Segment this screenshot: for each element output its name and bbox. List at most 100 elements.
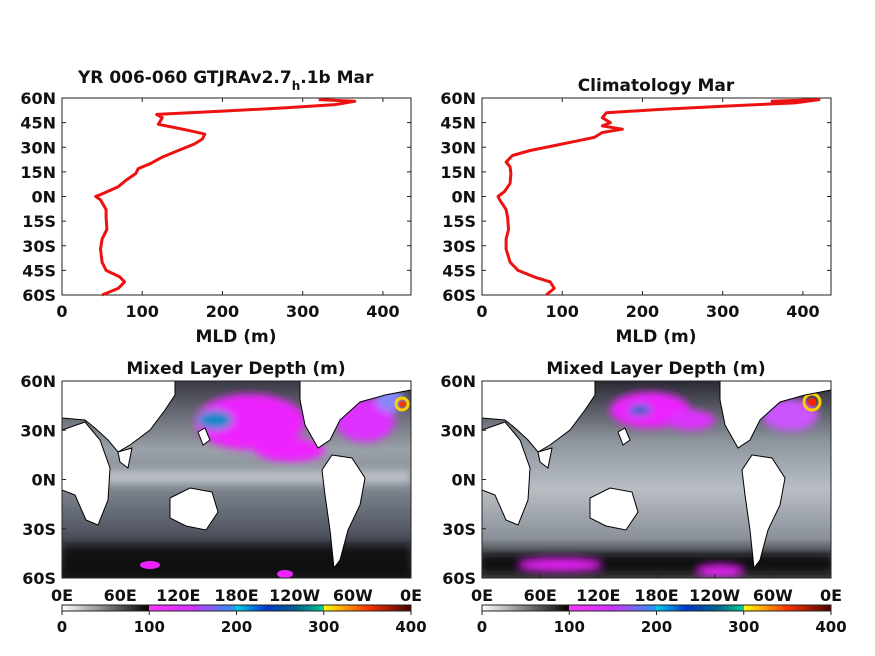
x-axis-label: MLD (m): [615, 327, 696, 347]
x-tick-label: 300: [706, 302, 739, 321]
y-tick-label: 30S: [442, 237, 476, 256]
colorbar-segment-hot: [324, 605, 411, 611]
y-tick-label: 0N: [31, 471, 56, 490]
x-tick-label: 180E: [634, 586, 678, 605]
profile-title-left: YR 006-060 GTJRAv2.7h.1b Mar: [77, 68, 374, 93]
y-tick-label: 30S: [22, 237, 56, 256]
y-tick-label: 30N: [20, 421, 56, 440]
south-america: [741, 454, 786, 570]
colorbar-tick-label: 200: [641, 618, 672, 636]
x-tick-label: 0E: [51, 586, 73, 605]
y-tick-label: 30N: [440, 421, 476, 440]
japan: [617, 427, 631, 446]
x-tick-label: 0: [56, 302, 67, 321]
x-tick-label: 60E: [524, 586, 557, 605]
eurasia: [62, 381, 176, 453]
colorbar-left: 0 100 200 300 400: [57, 604, 427, 636]
x-axis-label: MLD (m): [195, 327, 276, 347]
india: [537, 447, 553, 469]
x-tick-label: 400: [366, 302, 399, 321]
y-tick-label: 0N: [451, 188, 476, 207]
australia: [169, 487, 219, 531]
y-tick-label: 15N: [20, 163, 56, 182]
colorbar-tick-label: 300: [308, 618, 339, 636]
y-tick-label: 0N: [451, 471, 476, 490]
profile-title-right: Climatology Mar: [578, 76, 735, 96]
y-tick-label: 60N: [440, 89, 476, 108]
colorbar-tick-label: 400: [815, 618, 846, 636]
y-tick-label: 60S: [22, 569, 56, 588]
x-tick-labels: 0 100 200 300 400: [476, 98, 820, 321]
profile-panel-right: Climatology Mar 60N45N30N15N0N15S30S45S6…: [440, 76, 832, 347]
y-tick-label: 15S: [442, 212, 476, 231]
colorbar-segment-hot: [744, 605, 831, 611]
x-tick-label: 100: [546, 302, 579, 321]
y-tick-label: 45N: [20, 114, 56, 133]
map-title-right: Mixed Layer Depth (m): [546, 359, 765, 379]
mld-profile-line: [94, 98, 357, 297]
x-tick-label: 60E: [104, 586, 137, 605]
y-tick-label: 60S: [442, 569, 476, 588]
profile-axes-left: [61, 97, 412, 296]
colorbar-tick-label: 300: [728, 618, 759, 636]
x-tick-label: 0E: [820, 586, 842, 605]
x-tick-label: 300: [286, 302, 319, 321]
x-tick-label: 400: [786, 302, 819, 321]
profile-axes-right: [481, 97, 832, 296]
y-tick-labels: 60N 45N 30N 15N 0N 15S 30S 45S 60S: [20, 89, 411, 305]
y-tick-label: 45S: [22, 261, 56, 280]
y-tick-label: 60N: [20, 372, 56, 391]
y-tick-label: 30N: [20, 138, 56, 157]
land-mask: [482, 381, 831, 570]
land-mask: [62, 381, 411, 570]
map-title-left: Mixed Layer Depth (m): [126, 359, 345, 379]
x-tick-label: 200: [206, 302, 239, 321]
y-tick-label: 45N: [440, 114, 476, 133]
south-america: [321, 454, 366, 570]
y-tick-label: 45S: [442, 261, 476, 280]
y-tick-label: 60S: [22, 286, 56, 305]
x-tick-label: 200: [626, 302, 659, 321]
x-tick-label: 120W: [689, 586, 740, 605]
africa: [482, 421, 531, 526]
mld-profile-line: [496, 98, 821, 297]
y-tick-labels: 60N 30N 0N 30S 60S: [440, 372, 486, 588]
y-tick-labels: 60N 30N 0N 30S 60S: [20, 372, 66, 588]
y-tick-label: 30N: [440, 138, 476, 157]
y-tick-label: 0N: [31, 188, 56, 207]
map-panel-left: Mixed Layer Depth (m): [20, 359, 426, 636]
north-america: [719, 381, 831, 449]
colorbar-segment-magenta: [149, 605, 236, 611]
x-tick-label: 120E: [576, 586, 620, 605]
australia: [589, 487, 639, 531]
y-tick-label: 60S: [442, 286, 476, 305]
colorbar-segment-blue: [656, 605, 744, 611]
x-tick-label: 120E: [156, 586, 200, 605]
colorbar-right: 0 100 200 300 400: [477, 604, 847, 636]
x-tick-label: 0E: [471, 586, 493, 605]
colorbar-segment-magenta: [569, 605, 656, 611]
profile-panel-left: YR 006-060 GTJRAv2.7h.1b Mar 60N 45N 30N 15…: [20, 68, 412, 347]
colorbar-tick-label: 0: [57, 618, 67, 636]
colorbar-segment-gray: [62, 605, 149, 611]
x-tick-labels: 0E 60E 120E 180E 120W 60W 0E: [471, 574, 842, 605]
y-tick-labels: 60N 45N 30N 15N 0N 15S 30S 45S 60S: [440, 89, 831, 305]
y-tick-label: 60N: [20, 89, 56, 108]
map-panel-right: Mixed Layer Depth (m) 60: [440, 359, 846, 636]
x-tick-label: 60W: [753, 586, 793, 605]
x-tick-label: 180E: [214, 586, 258, 605]
colorbar-tick-label: 400: [395, 618, 426, 636]
colorbar-segment-gray: [482, 605, 569, 611]
y-tick-label: 30S: [442, 520, 476, 539]
india: [117, 447, 133, 469]
colorbar-segment-blue: [236, 605, 324, 611]
africa: [62, 421, 111, 526]
colorbar-tick-label: 100: [554, 618, 585, 636]
x-tick-label: 100: [126, 302, 159, 321]
x-tick-label: 60W: [333, 586, 373, 605]
japan: [197, 427, 211, 446]
colorbar-tick-label: 200: [221, 618, 252, 636]
y-tick-label: 60N: [440, 372, 476, 391]
y-tick-label: 30S: [22, 520, 56, 539]
